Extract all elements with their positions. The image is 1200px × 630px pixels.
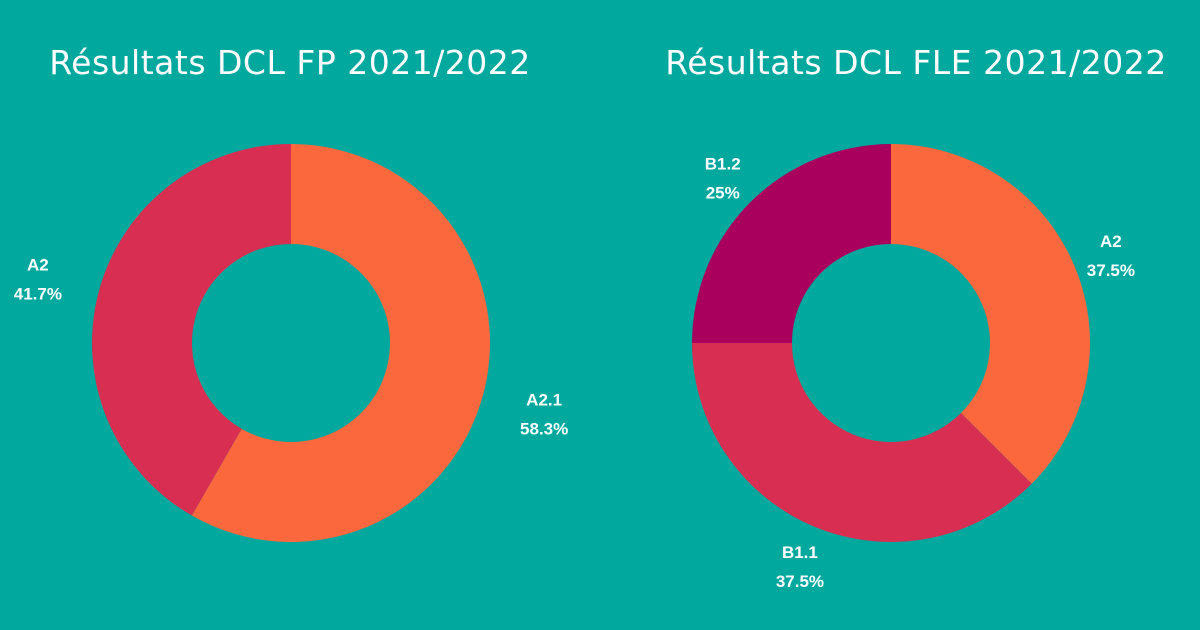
slices-fp bbox=[91, 144, 491, 542]
slice-b1-1 bbox=[692, 343, 1032, 542]
slice-a2-1 bbox=[191, 144, 491, 542]
slice-value-a2: 41.7% bbox=[14, 284, 62, 303]
slice-value-a2-1: 58.3% bbox=[520, 420, 568, 439]
slice-label-b1-2: B1.2 bbox=[705, 155, 741, 174]
slice-a2 bbox=[891, 144, 1090, 484]
slice-a2 bbox=[91, 144, 291, 516]
slice-label-a2-1: A2.1 bbox=[526, 391, 562, 410]
slice-label-a2: A2 bbox=[1100, 232, 1122, 251]
slices-fle bbox=[692, 144, 1090, 542]
slice-label-a2: A2 bbox=[27, 255, 49, 274]
slice-value-b1-1: 37.5% bbox=[776, 572, 824, 591]
labels-fp: A2.1 58.3% A2 41.7% bbox=[14, 255, 568, 438]
chart-title-fle: Résultats DCL FLE 2021/2022 bbox=[665, 43, 1166, 82]
donut-chart-fle: Résultats DCL FLE 2021/2022 A2 37.5% B1.1 3… bbox=[665, 43, 1166, 591]
slice-label-b1-1: B1.1 bbox=[782, 543, 818, 562]
donut-chart-fp: Résultats DCL FP 2021/2022 A2.1 58.3% A2 41… bbox=[14, 43, 568, 542]
labels-fle: A2 37.5% B1.1 37.5% B1.2 25% bbox=[705, 155, 1135, 591]
slice-b1-2 bbox=[692, 144, 891, 343]
slice-value-b1-2: 25% bbox=[706, 184, 740, 203]
chart-title-fp: Résultats DCL FP 2021/2022 bbox=[49, 43, 531, 82]
slice-value-a2: 37.5% bbox=[1087, 261, 1135, 280]
